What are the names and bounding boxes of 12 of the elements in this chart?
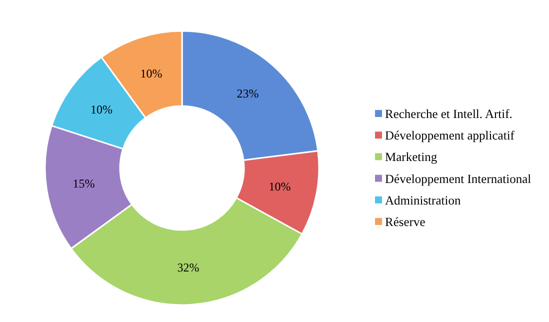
data-label: 15% bbox=[72, 176, 95, 191]
data-label: 10% bbox=[268, 180, 291, 194]
data-label: 32% bbox=[177, 260, 200, 274]
data-label: 10% bbox=[90, 102, 113, 117]
legend-label: Développement applicatif bbox=[385, 128, 516, 143]
legend-label: Développement International bbox=[385, 172, 532, 186]
legend-label: Marketing bbox=[385, 150, 438, 164]
data-label: 23% bbox=[236, 86, 259, 100]
legend-label: Administration bbox=[385, 193, 462, 208]
legend-label: Recherche et Intell. Artif. bbox=[385, 107, 512, 121]
data-label: 10% bbox=[140, 66, 162, 80]
legend-label: Réserve bbox=[385, 215, 426, 229]
